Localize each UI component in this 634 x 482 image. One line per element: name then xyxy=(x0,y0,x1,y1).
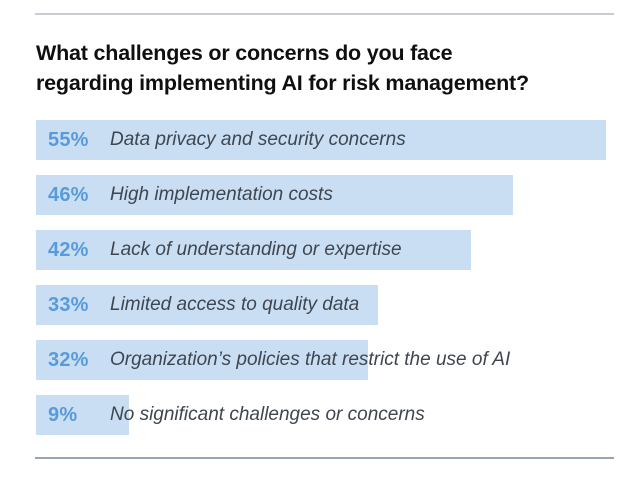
bar-category-label: High implementation costs xyxy=(110,184,333,205)
bar-fill xyxy=(36,175,513,215)
bar-fill xyxy=(36,285,378,325)
bar-value-label: 42% xyxy=(48,239,89,261)
bar-value-label: 33% xyxy=(48,294,89,316)
bar-row: 9% No significant challenges or concerns xyxy=(36,395,634,435)
bar-row: 32% Organization’s policies that restric… xyxy=(36,340,634,380)
bar-category-label: Limited access to quality data xyxy=(110,294,360,315)
bar-row: 33% Limited access to quality data xyxy=(36,285,634,325)
bar-value-label: 55% xyxy=(48,129,89,151)
bar-value-label: 9% xyxy=(48,404,78,426)
bottom-divider xyxy=(35,457,614,459)
chart-title-line-1: What challenges or concerns do you face xyxy=(36,41,453,65)
bar-category-label: Data privacy and security concerns xyxy=(110,129,406,150)
bar-category-label: No significant challenges or concerns xyxy=(110,404,425,425)
bar-fill xyxy=(36,230,471,270)
bar-rows: 55% Data privacy and security concerns 4… xyxy=(36,120,634,450)
bar-value-label: 32% xyxy=(48,349,89,371)
bar-fill xyxy=(36,395,129,435)
bar-category-label: Lack of understanding or expertise xyxy=(110,239,402,260)
bar-row: 42% Lack of understanding or expertise xyxy=(36,230,634,270)
bar-category-label: Organization’s policies that restrict th… xyxy=(110,349,511,370)
top-divider xyxy=(35,13,614,15)
bar-fill xyxy=(36,340,368,380)
bar-fill xyxy=(36,120,606,160)
bar-value-label: 46% xyxy=(48,184,89,206)
chart-title: What challenges or concerns do you face … xyxy=(36,38,529,98)
bar-row: 55% Data privacy and security concerns xyxy=(36,120,634,160)
bar-row: 46% High implementation costs xyxy=(36,175,634,215)
chart-title-line-2: regarding implementing AI for risk manag… xyxy=(36,71,529,95)
